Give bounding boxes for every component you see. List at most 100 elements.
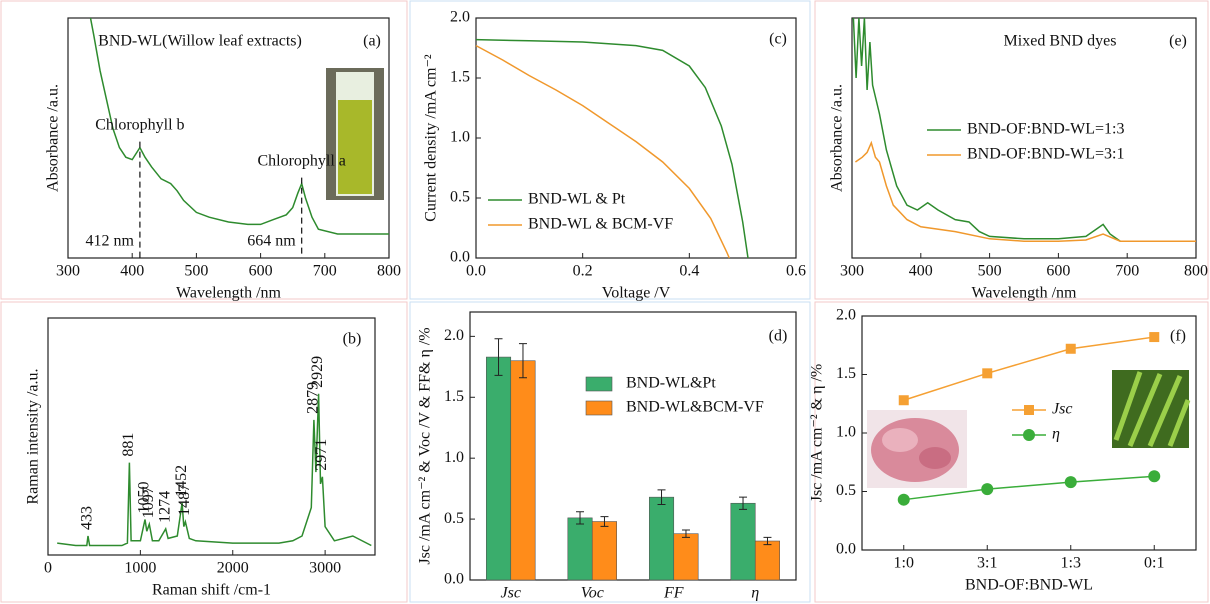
x-tick-label: 400 xyxy=(909,263,933,280)
panel-label: (a) xyxy=(363,33,381,50)
x-tick-label: 400 xyxy=(120,263,144,280)
annotation-text: Chlorophyll a xyxy=(257,152,345,169)
error-bar xyxy=(518,343,527,379)
x-tick-label: 700 xyxy=(313,263,337,280)
point xyxy=(1148,470,1161,483)
peak-label: 2879 xyxy=(305,382,322,414)
y-tick-label: 1.5 xyxy=(450,69,470,86)
x-axis-label: BND-OF:BND-WL xyxy=(965,577,1093,594)
series-line xyxy=(854,140,1196,242)
y-tick-label: 2.0 xyxy=(444,327,464,344)
flower-photo xyxy=(867,410,967,488)
legend-swatch xyxy=(585,376,613,392)
peak-label: 2971 xyxy=(313,439,330,471)
legend-label: BND-OF:BND-WL=1:3 xyxy=(967,121,1124,138)
y-tick-label: 0.5 xyxy=(836,482,856,499)
peak-label: 1274 xyxy=(156,491,173,523)
series-line xyxy=(903,475,1155,501)
x-tick-label: 500 xyxy=(184,263,208,280)
spectrum-line xyxy=(89,18,389,235)
y-tick-label: 0.0 xyxy=(444,571,464,588)
x-tick-label: 600 xyxy=(1046,263,1070,280)
error-bar xyxy=(763,536,772,546)
bar xyxy=(673,533,699,581)
x-tick-label: 300 xyxy=(56,263,80,280)
spectrum-line xyxy=(57,393,372,547)
x-tick-label: 500 xyxy=(978,263,1002,280)
y-axis-label: Jsc /mA cm⁻² & η /% xyxy=(809,364,826,503)
error-bar xyxy=(739,496,748,510)
series-line xyxy=(475,44,730,259)
plot-frame xyxy=(47,317,376,556)
plot-frame xyxy=(469,311,797,581)
x-tick-label: 1000 xyxy=(124,560,156,577)
panel-label: (c) xyxy=(769,31,787,48)
legend-label: BND-WL&Pt xyxy=(626,375,716,392)
y-axis-label: Current density /mA cm⁻² xyxy=(423,54,440,222)
panel-frame xyxy=(409,0,811,300)
peak-label: 433 xyxy=(79,506,96,530)
x-tick-label: 0.2 xyxy=(573,263,593,280)
panel-frame xyxy=(0,0,408,300)
point xyxy=(981,483,994,496)
x-axis-label: Raman shift /cm-1 xyxy=(152,582,271,599)
x-tick-label: 3000 xyxy=(309,560,341,577)
x-tick-label: 0.6 xyxy=(786,263,806,280)
bar xyxy=(567,517,593,581)
y-tick-label: 2.0 xyxy=(450,9,470,26)
y-tick-label: 1.0 xyxy=(450,129,470,146)
peak-label: 1050 xyxy=(136,481,153,513)
y-axis-label: Jsc /mA cm⁻² & Voc /V & FF& η /% xyxy=(417,327,434,564)
x-tick-label: 800 xyxy=(1184,263,1208,280)
y-tick-label: 1.5 xyxy=(836,365,856,382)
panel-frame xyxy=(409,301,811,603)
bar xyxy=(485,356,512,581)
peak-label: 2929 xyxy=(309,356,326,388)
x-tick-label: Jsc xyxy=(501,585,521,602)
y-tick-label: 0.0 xyxy=(450,249,470,266)
legend-marker xyxy=(1023,429,1035,441)
error-bar xyxy=(600,516,609,527)
bar xyxy=(591,521,618,581)
leaf-photo xyxy=(1112,370,1191,448)
chart-title: BND-WL(Willow leaf extracts) xyxy=(98,33,302,50)
x-tick-label: 0:1 xyxy=(1144,555,1164,572)
x-tick-label: Voc xyxy=(581,585,604,602)
panel-frame xyxy=(814,301,1209,603)
x-tick-label: 0.0 xyxy=(466,263,486,280)
bar xyxy=(510,360,536,581)
y-tick-label: 0.5 xyxy=(444,510,464,527)
y-tick-label: 0.5 xyxy=(450,189,470,206)
legend-label: BND-WL&BCM-VF xyxy=(626,399,764,416)
panel-frame xyxy=(0,301,408,603)
x-tick-label: 800 xyxy=(377,263,401,280)
point xyxy=(1149,332,1160,343)
x-tick-label: 300 xyxy=(840,263,864,280)
point xyxy=(982,368,993,379)
y-tick-label: 0.0 xyxy=(836,541,856,558)
annotation-label: 412 nm xyxy=(85,233,134,250)
legend-label: η xyxy=(1052,426,1060,443)
panel-label: (f) xyxy=(1170,328,1186,345)
peak-label: 1487 xyxy=(176,484,193,516)
y-axis-label: Absorbance /a.u. xyxy=(45,84,62,192)
x-tick-label: 1:3 xyxy=(1061,555,1081,572)
x-tick-label: 2000 xyxy=(217,560,249,577)
error-bar xyxy=(494,338,503,376)
series-line xyxy=(475,38,749,259)
legend-label: BND-WL & BCM-VF xyxy=(528,216,673,233)
error-bar xyxy=(657,489,666,505)
legend-label: BND-OF:BND-WL=3:1 xyxy=(967,146,1124,163)
x-axis-label: Wavelength /nm xyxy=(176,285,281,302)
point xyxy=(898,395,909,406)
plot-frame xyxy=(851,17,1197,259)
x-tick-label: η xyxy=(751,585,759,602)
chart-title: Mixed BND dyes xyxy=(1004,33,1117,50)
panel-label: (e) xyxy=(1169,33,1187,50)
y-tick-label: 1.0 xyxy=(836,424,856,441)
series-line xyxy=(852,17,1196,242)
panel-label: (d) xyxy=(769,328,788,345)
x-tick-label: FF xyxy=(663,585,684,602)
peak-label: 881 xyxy=(120,433,137,457)
